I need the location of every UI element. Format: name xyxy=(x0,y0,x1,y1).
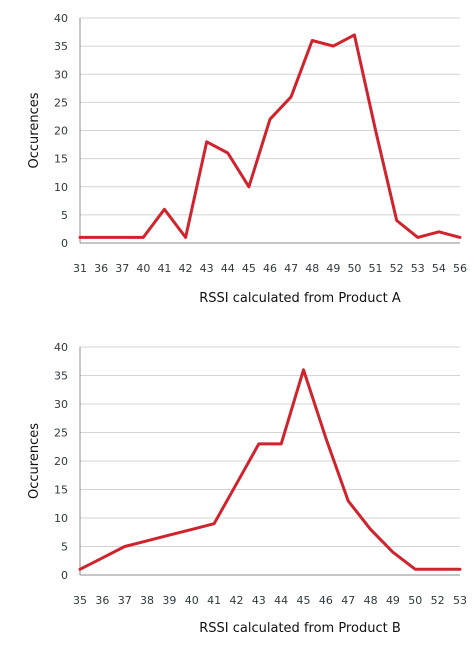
x-tick-label: 36 xyxy=(95,594,109,607)
y-tick-label: 5 xyxy=(61,541,68,554)
x-axis-title: RSSI calculated from Product B xyxy=(199,621,400,636)
y-tick-label: 20 xyxy=(54,455,68,468)
x-tick-label: 51 xyxy=(369,262,383,275)
x-tick-label: 49 xyxy=(326,262,340,275)
y-tick-label: 25 xyxy=(54,427,68,440)
x-tick-label: 39 xyxy=(162,594,176,607)
y-tick-label: 10 xyxy=(54,181,68,194)
x-tick-label: 42 xyxy=(179,262,193,275)
x-tick-label: 46 xyxy=(263,262,277,275)
y-tick-label: 40 xyxy=(54,341,68,354)
x-tick-label: 31 xyxy=(73,262,87,275)
x-tick-label: 50 xyxy=(408,594,422,607)
y-tick-label: 35 xyxy=(54,40,68,53)
y-tick-label: 35 xyxy=(54,370,68,383)
x-tick-label: 38 xyxy=(140,594,154,607)
x-tick-label: 37 xyxy=(118,594,132,607)
x-tick-label: 42 xyxy=(229,594,243,607)
x-tick-label: 45 xyxy=(297,594,311,607)
x-tick-label: 53 xyxy=(453,594,467,607)
y-tick-label: 30 xyxy=(54,68,68,81)
y-tick-label: 15 xyxy=(54,153,68,166)
x-tick-label: 45 xyxy=(242,262,256,275)
y-tick-label: 30 xyxy=(54,398,68,411)
x-tick-label: 53 xyxy=(411,262,425,275)
x-tick-label: 49 xyxy=(386,594,400,607)
x-tick-label: 47 xyxy=(284,262,298,275)
x-tick-label: 52 xyxy=(431,594,445,607)
y-tick-label: 0 xyxy=(61,569,68,582)
x-tick-label: 40 xyxy=(136,262,150,275)
x-tick-label: 48 xyxy=(305,262,319,275)
series-line xyxy=(78,368,462,571)
y-tick-label: 5 xyxy=(61,209,68,222)
x-tick-label: 43 xyxy=(200,262,214,275)
x-tick-label: 54 xyxy=(432,262,446,275)
x-tick-label: 50 xyxy=(347,262,361,275)
y-tick-label: 25 xyxy=(54,96,68,109)
y-tick-label: 20 xyxy=(54,125,68,138)
x-tick-label: 44 xyxy=(221,262,235,275)
x-tick-label: 47 xyxy=(341,594,355,607)
y-axis-title: Occurences xyxy=(27,92,42,168)
x-tick-label: 44 xyxy=(274,594,288,607)
y-tick-label: 10 xyxy=(54,512,68,525)
y-axis-title: Occurences xyxy=(27,423,42,499)
x-tick-label: 36 xyxy=(94,262,108,275)
x-tick-label: 41 xyxy=(207,594,221,607)
y-tick-label: 40 xyxy=(54,12,68,25)
x-tick-label: 56 xyxy=(453,262,467,275)
x-tick-label: 48 xyxy=(364,594,378,607)
x-tick-label: 41 xyxy=(157,262,171,275)
x-axis-title: RSSI calculated from Product A xyxy=(199,291,401,306)
x-tick-label: 46 xyxy=(319,594,333,607)
x-tick-label: 37 xyxy=(115,262,129,275)
chart-product-a: 0 5 10 15 20 25 30 35 40 31 36 37 40 41 42 43 44 45 46 47 48… xyxy=(27,12,467,306)
series-line xyxy=(78,33,462,239)
chart-product-b: 0 5 10 15 20 25 30 35 40 35 36 37 38 39 40 41 42 43 44 45 46… xyxy=(27,341,467,636)
x-tick-label: 43 xyxy=(252,594,266,607)
y-tick-label: 15 xyxy=(54,484,68,497)
y-tick-label: 0 xyxy=(61,237,68,250)
x-tick-label: 40 xyxy=(185,594,199,607)
x-tick-label: 52 xyxy=(390,262,404,275)
x-tick-label: 35 xyxy=(73,594,87,607)
